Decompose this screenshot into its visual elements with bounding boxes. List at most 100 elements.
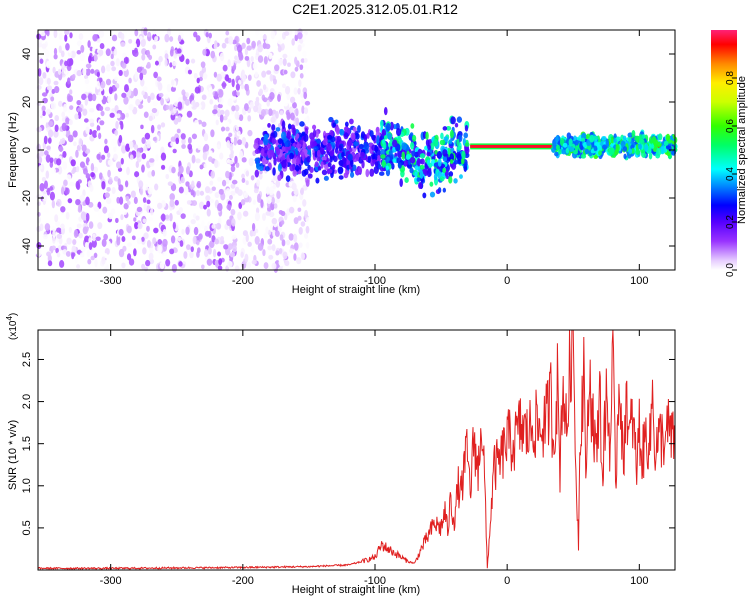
spectral-blob xyxy=(200,61,206,68)
spectral-blob xyxy=(277,138,283,145)
spectral-blob xyxy=(244,103,249,112)
spectral-blob xyxy=(51,245,56,251)
spectral-blob xyxy=(113,175,119,182)
x-tick-label: -200 xyxy=(232,575,254,587)
spectral-blob xyxy=(53,151,59,158)
spectral-blob xyxy=(401,151,406,160)
spectral-blob xyxy=(177,115,182,123)
spectral-blob xyxy=(195,215,200,221)
spectral-blob xyxy=(172,106,177,114)
spectral-blob xyxy=(429,181,434,187)
spectral-blob xyxy=(139,72,144,81)
spectral-blob xyxy=(416,157,421,167)
spectral-blob xyxy=(231,105,236,112)
spectral-blob xyxy=(184,98,190,106)
spectral-blob xyxy=(222,64,228,72)
spectral-blob xyxy=(82,67,87,76)
y-tick-label: 2.0 xyxy=(21,394,33,409)
spectral-blob xyxy=(169,199,175,208)
spectral-blob xyxy=(341,151,345,158)
spectral-blob xyxy=(41,92,48,97)
spectral-blob xyxy=(41,105,46,112)
spectral-blob xyxy=(128,38,133,44)
spectral-blob xyxy=(275,127,281,132)
spectral-blob xyxy=(205,195,211,201)
spectral-blob xyxy=(141,90,145,96)
spectral-blob xyxy=(197,257,203,263)
spectral-blob xyxy=(76,50,82,55)
spectral-blob xyxy=(85,126,90,135)
spectral-blob xyxy=(230,208,236,216)
spectral-blob xyxy=(454,122,459,128)
snr-x-axis: -300 -200 -100 0 100 xyxy=(100,330,648,587)
spectral-blob xyxy=(230,165,236,173)
spectral-blob xyxy=(241,157,247,163)
spectral-blob xyxy=(191,180,195,188)
spectral-blob xyxy=(65,117,70,125)
spectral-blob xyxy=(169,36,174,42)
spectral-blob xyxy=(280,210,286,217)
spectral-blob xyxy=(99,43,105,50)
spectral-blob xyxy=(58,32,63,41)
spectral-blob xyxy=(141,263,146,270)
spectral-blob xyxy=(46,251,52,257)
spectral-blob xyxy=(193,31,198,38)
spectral-blob xyxy=(257,242,264,251)
spectral-blob xyxy=(123,56,129,65)
spectral-blob xyxy=(257,55,264,63)
spectral-blob xyxy=(562,142,568,148)
spectral-blob xyxy=(134,29,139,37)
spectral-blob xyxy=(201,264,205,270)
spectral-blob xyxy=(143,203,147,211)
spectral-blob xyxy=(96,71,100,78)
spectral-blob xyxy=(286,239,291,246)
spectral-blob xyxy=(66,58,73,67)
spectral-blob xyxy=(262,84,267,91)
spectral-blob xyxy=(397,150,403,158)
spectral-blob xyxy=(382,141,387,150)
spectral-blob xyxy=(245,180,249,186)
spectral-blob xyxy=(257,193,261,202)
spectral-blob xyxy=(437,158,442,167)
colorbar-tick-label: 0.0 xyxy=(725,263,736,277)
spectral-blob xyxy=(227,59,231,68)
spectral-blob xyxy=(181,89,186,96)
spectral-blob xyxy=(296,157,300,165)
spectral-blob xyxy=(634,135,640,142)
spectral-blob xyxy=(157,239,163,245)
spectral-blob xyxy=(142,86,148,92)
spectral-blob xyxy=(45,170,50,179)
spectral-blob xyxy=(114,129,119,136)
spectral-blob xyxy=(128,258,135,266)
spectral-blob xyxy=(610,136,615,144)
spectral-blob xyxy=(195,35,201,42)
spectral-blob xyxy=(98,49,104,56)
spectral-blob xyxy=(121,262,126,269)
snr-y-label: SNR (10 * v/v) xyxy=(7,420,19,490)
spectral-blob xyxy=(267,123,271,128)
spectral-blob xyxy=(36,225,42,232)
spectral-blob xyxy=(44,150,49,156)
spectral-blob xyxy=(76,223,82,229)
spectral-blob xyxy=(225,30,230,36)
spectral-blob xyxy=(139,35,143,41)
spectral-blob xyxy=(392,139,398,148)
spectral-blob xyxy=(409,167,414,174)
spectral-blob xyxy=(240,84,245,90)
spectral-blob xyxy=(222,115,228,121)
spectral-blob xyxy=(90,255,95,261)
spectral-blob xyxy=(134,171,140,178)
spectral-blob xyxy=(153,71,159,79)
spectral-blob xyxy=(203,132,209,142)
spectral-blob xyxy=(178,261,183,267)
spectral-blob xyxy=(53,80,59,86)
spectral-blob xyxy=(64,187,70,195)
spectral-blob xyxy=(388,150,393,156)
spectral-blob xyxy=(433,173,438,181)
spectral-blob xyxy=(133,217,137,222)
spectral-blob xyxy=(261,157,267,166)
spectral-blob xyxy=(274,64,280,72)
spectral-blob xyxy=(125,112,130,118)
spectral-blob xyxy=(214,238,219,245)
spectral-blob xyxy=(42,97,48,104)
